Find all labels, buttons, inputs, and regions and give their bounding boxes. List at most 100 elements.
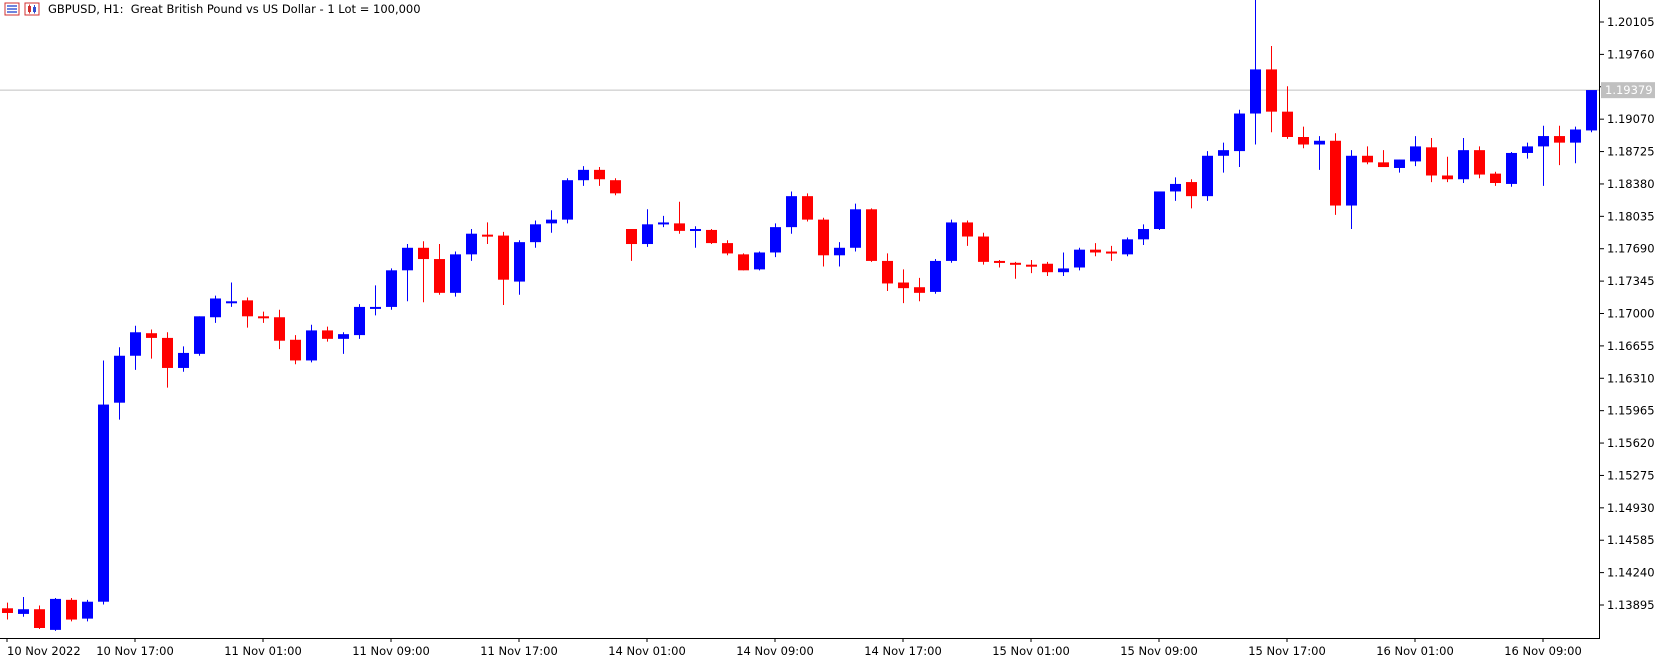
price-tick-label: 1.17690 (1607, 242, 1655, 256)
candle (1122, 237, 1133, 257)
candle (194, 316, 205, 356)
candle-body (130, 332, 141, 356)
chart-header: GBPUSD, H1: Great British Pound vs US Do… (0, 0, 421, 18)
candle (530, 220, 541, 248)
candle (1282, 86, 1293, 139)
candle-body (578, 169, 589, 181)
candle (642, 209, 653, 247)
price-axis: 1.201051.197601.194151.190701.187251.183… (1599, 15, 1655, 612)
candle (498, 231, 509, 306)
candle-body (594, 169, 605, 180)
candle-body (786, 196, 797, 228)
price-tick-label: 1.15965 (1607, 404, 1655, 418)
candle (1298, 126, 1309, 149)
time-tick-label: 15 Nov 01:00 (992, 644, 1070, 658)
candle (1042, 261, 1053, 276)
candle-body (370, 306, 381, 309)
candle-body (1058, 268, 1069, 273)
candle-body (114, 355, 125, 403)
candle (1490, 171, 1501, 186)
candle (50, 597, 61, 631)
candle-body (1234, 113, 1245, 152)
candle-body (18, 609, 29, 614)
candle (1474, 146, 1485, 179)
candle-body (162, 337, 173, 368)
candle-body (642, 224, 653, 245)
candle-body (1570, 129, 1581, 143)
price-tick-label: 1.18380 (1607, 177, 1655, 191)
candlestick-chart-icon[interactable] (24, 2, 40, 16)
candle (610, 178, 621, 196)
candle-body (1586, 90, 1597, 131)
candle (1458, 137, 1469, 184)
candle (754, 251, 765, 271)
candle-body (674, 223, 685, 231)
candle (1106, 245, 1117, 261)
price-tick-label: 1.19070 (1607, 112, 1655, 126)
candle-body (514, 242, 525, 282)
candle (1090, 243, 1101, 257)
candle-body (1378, 162, 1389, 168)
candle-body (2, 608, 13, 613)
candle (162, 332, 173, 388)
price-tick-label: 1.14930 (1607, 501, 1655, 515)
candle-body (482, 234, 493, 237)
candle-body (290, 339, 301, 361)
candle-body (546, 219, 557, 224)
candle (594, 167, 605, 186)
time-axis: 10 Nov 2022 10 Nov 17:00 11 Nov 01:00 11 No… (6, 638, 1582, 658)
candle (946, 219, 957, 263)
candle (66, 597, 77, 622)
candle-body (338, 334, 349, 339)
candle-body (146, 333, 157, 338)
candle-body (1314, 140, 1325, 145)
price-tick-label: 1.15620 (1607, 436, 1655, 450)
price-tick-label: 1.13895 (1607, 598, 1655, 612)
candle-body (1442, 175, 1453, 180)
candle-body (34, 609, 45, 629)
candle-body (354, 306, 365, 336)
candle (1314, 136, 1325, 170)
price-tick-label: 1.14240 (1607, 566, 1655, 580)
candle (1266, 45, 1277, 133)
candle (1362, 146, 1373, 165)
candle (994, 259, 1005, 268)
candle-body (1458, 150, 1469, 180)
candle-body (802, 196, 813, 220)
candle (514, 240, 525, 295)
candle-body (50, 598, 61, 630)
candle (1346, 150, 1357, 230)
candle (370, 285, 381, 316)
candle-body (402, 247, 413, 271)
candle (690, 226, 701, 248)
candle (1138, 224, 1149, 245)
candle (578, 166, 589, 186)
candle (1154, 191, 1165, 230)
price-tick-label: 1.17000 (1607, 307, 1655, 321)
candle-body (562, 180, 573, 220)
candle (1570, 126, 1581, 164)
candle (1554, 125, 1565, 166)
current-price-label: 1.19379 (1601, 82, 1655, 99)
candle-body (978, 236, 989, 262)
candle (914, 277, 925, 302)
price-tick-label: 1.16655 (1607, 339, 1655, 353)
candle-body (1218, 150, 1229, 156)
candle (898, 269, 909, 304)
candle-body (66, 599, 77, 620)
candle-body (1266, 69, 1277, 112)
candle-body (194, 316, 205, 354)
candle (1378, 150, 1389, 168)
candle-body (530, 224, 541, 243)
candle (1394, 159, 1405, 173)
candle (962, 220, 973, 246)
candle (1186, 179, 1197, 209)
candle-body (1186, 182, 1197, 197)
time-tick-label: 14 Nov 09:00 (736, 644, 814, 658)
candle (930, 259, 941, 294)
chart-list-icon[interactable] (4, 2, 20, 16)
time-tick-label: 11 Nov 01:00 (224, 644, 302, 658)
candle-body (722, 243, 733, 254)
candle (210, 295, 221, 323)
